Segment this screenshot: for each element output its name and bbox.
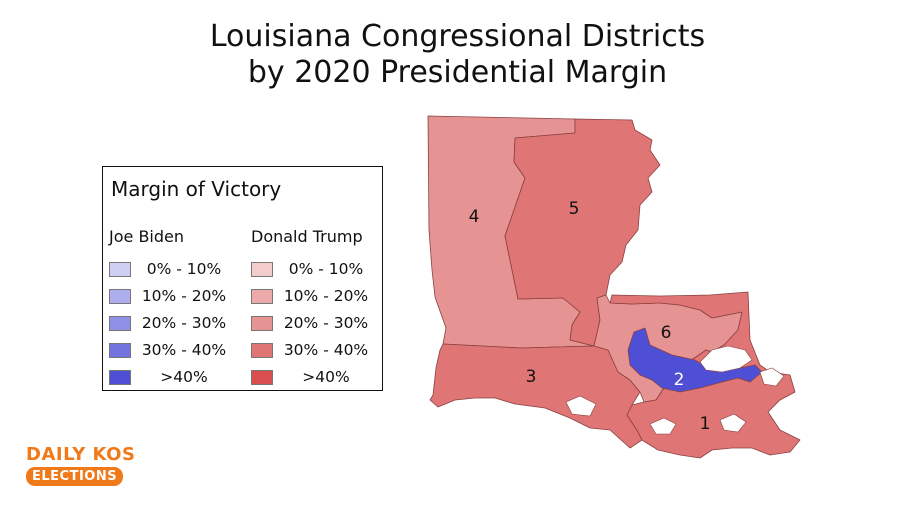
daily-kos-elections-logo: DAILY KOS ELECTIONS xyxy=(26,445,135,486)
bay-east-shape xyxy=(719,413,747,433)
logo-text-bottom: ELECTIONS xyxy=(26,467,124,486)
legend-swatch xyxy=(251,262,273,277)
legend-label: >40% xyxy=(302,368,350,386)
district-6-label: 6 xyxy=(661,323,672,343)
legend-swatch xyxy=(251,370,273,385)
legend-label: 0% - 10% xyxy=(288,260,364,278)
lake-pontchartrain-shape xyxy=(699,345,753,373)
legend-label: 20% - 30% xyxy=(141,314,227,332)
legend-label: 30% - 40% xyxy=(283,341,369,359)
legend-label: >40% xyxy=(160,368,208,386)
district-4-label: 4 xyxy=(469,207,480,227)
legend-swatch xyxy=(109,370,131,385)
map-title-line1: Louisiana Congressional Districts xyxy=(209,19,706,54)
logo-text-top: DAILY KOS xyxy=(26,444,136,465)
legend-biden-header: Joe Biden xyxy=(109,227,184,246)
legend: Margin of Victory Joe Biden Donald Trump… xyxy=(102,166,383,391)
legend-swatch xyxy=(109,289,131,304)
bay-west-shape xyxy=(565,395,597,417)
legend-title: Margin of Victory xyxy=(111,177,282,201)
map-title-line2: by 2020 Presidential Margin xyxy=(247,55,668,90)
district-3-shape xyxy=(429,343,643,449)
legend-trump-header: Donald Trump xyxy=(251,227,363,246)
legend-label: 30% - 40% xyxy=(141,341,227,359)
district-5-label: 5 xyxy=(569,199,580,219)
district-2-shape xyxy=(627,327,763,393)
district-2-label: 2 xyxy=(674,370,685,390)
legend-swatch xyxy=(109,316,131,331)
legend-swatch xyxy=(109,262,131,277)
legend-swatch xyxy=(251,343,273,358)
legend-label: 10% - 20% xyxy=(283,287,369,305)
legend-swatch xyxy=(109,343,131,358)
legend-swatch xyxy=(251,289,273,304)
district-3-label: 3 xyxy=(526,367,537,387)
legend-label: 10% - 20% xyxy=(141,287,227,305)
legend-label: 20% - 30% xyxy=(283,314,369,332)
legend-swatch xyxy=(251,316,273,331)
bay-central-shape xyxy=(649,417,677,435)
district-1-label: 1 xyxy=(700,414,711,434)
lake-borgne-shape xyxy=(759,367,785,387)
legend-label: 0% - 10% xyxy=(146,260,222,278)
